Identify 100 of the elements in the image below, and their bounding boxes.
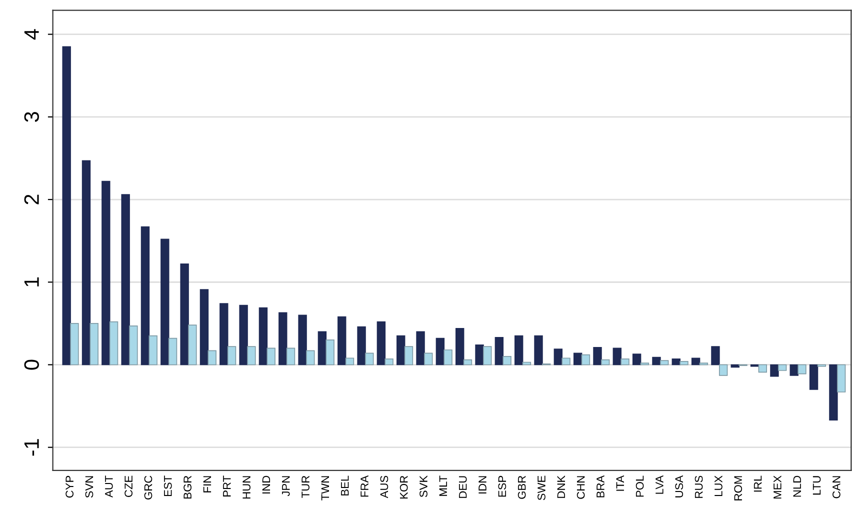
bar [554, 348, 563, 366]
x-tick-label: NLD [793, 476, 801, 497]
x-tick-label: FIN [203, 476, 212, 492]
x-tick-label: ESP [498, 476, 506, 497]
x-tick-label: BEL [341, 476, 349, 496]
x-tick-label: GBR [518, 476, 526, 499]
bar [632, 354, 642, 366]
x-tick-label: MEX [774, 476, 782, 498]
x-tick-label: IDN [478, 476, 486, 494]
bar [483, 346, 492, 366]
bar [160, 238, 170, 366]
bar [220, 303, 228, 366]
bar [593, 346, 602, 366]
y-tick-label: 4 [24, 29, 39, 40]
x-tick-label: DEU [459, 476, 467, 498]
bar [758, 364, 768, 373]
bar [652, 356, 661, 366]
x-tick-label: IND [262, 476, 270, 494]
y-tick-label: 2 [24, 194, 39, 204]
bar [62, 46, 71, 366]
x-tick-label: LVA [656, 475, 664, 494]
bar [691, 358, 700, 366]
bar [121, 194, 130, 366]
bar [227, 346, 236, 366]
x-tick-label: DNK [557, 475, 565, 498]
bar [148, 335, 158, 366]
bar [534, 335, 543, 366]
bar [278, 312, 288, 366]
bar [416, 331, 425, 366]
x-tick-label: SVK [420, 475, 428, 498]
bar [718, 364, 728, 376]
bar [562, 358, 570, 366]
bar [660, 360, 669, 366]
bar [208, 350, 216, 366]
bar [258, 307, 268, 366]
bar [798, 364, 806, 374]
bar [829, 364, 838, 420]
x-tick-label: EST [164, 476, 172, 496]
x-tick-label: HUN [242, 476, 250, 498]
x-tick-label: TUR [302, 476, 310, 498]
x-tick-label: JPN [282, 476, 290, 496]
bar [200, 289, 209, 366]
x-tick-label: CZE [124, 476, 132, 497]
bar [502, 356, 512, 366]
x-tick-label: AUT [105, 476, 113, 498]
bar [436, 338, 445, 366]
x-tick-label: IRL [754, 476, 762, 492]
bar [102, 180, 110, 366]
x-tick-label: LTU [812, 476, 821, 495]
y-tick-label: -1 [24, 439, 39, 456]
x-tick-label: USA [675, 475, 684, 498]
x-tick-label: CHN [576, 476, 585, 499]
bar [298, 314, 307, 366]
x-tick-label: FRA [360, 475, 368, 497]
x-tick-label: RUS [694, 476, 703, 498]
x-tick-label: SWE [538, 476, 546, 500]
bar [404, 346, 414, 366]
bar [376, 321, 386, 366]
bar [809, 364, 818, 390]
bar [456, 328, 464, 366]
bar [129, 325, 138, 366]
bar [601, 359, 610, 366]
x-tick-label: BRA [596, 475, 604, 498]
bar [180, 264, 189, 366]
bar [573, 352, 582, 366]
bar [770, 364, 779, 377]
x-tick-label: TWN [321, 476, 330, 500]
bar [239, 304, 248, 366]
y-tick-label: 1 [24, 277, 39, 286]
x-tick-label: ITA [616, 475, 624, 491]
bar [620, 358, 630, 366]
x-tick-label: BGR [184, 476, 192, 498]
bar [70, 323, 79, 366]
bar [286, 348, 296, 366]
bar [384, 358, 394, 366]
bar [82, 160, 91, 366]
bar [306, 350, 315, 366]
bar [463, 359, 472, 366]
bar [444, 349, 452, 366]
bar [188, 324, 197, 366]
bar [514, 335, 524, 366]
bar [424, 352, 433, 366]
bar [326, 340, 334, 366]
bar [711, 346, 720, 366]
x-tick-label: SVN [85, 476, 94, 498]
x-tick-label: GRC [144, 476, 152, 500]
bar [672, 358, 680, 366]
x-tick-label: ROM [734, 476, 742, 500]
bar [247, 346, 256, 366]
bar [109, 321, 118, 366]
bar [168, 338, 178, 366]
bar [338, 316, 346, 366]
x-tick-label: KOR [400, 476, 408, 498]
bar [90, 323, 98, 366]
bar [266, 348, 276, 366]
bar [140, 226, 150, 366]
x-tick-label: AUS [380, 476, 388, 498]
x-tick-label: PRT [223, 476, 231, 496]
bar [357, 326, 366, 366]
x-tick-label: CYP [66, 476, 74, 498]
